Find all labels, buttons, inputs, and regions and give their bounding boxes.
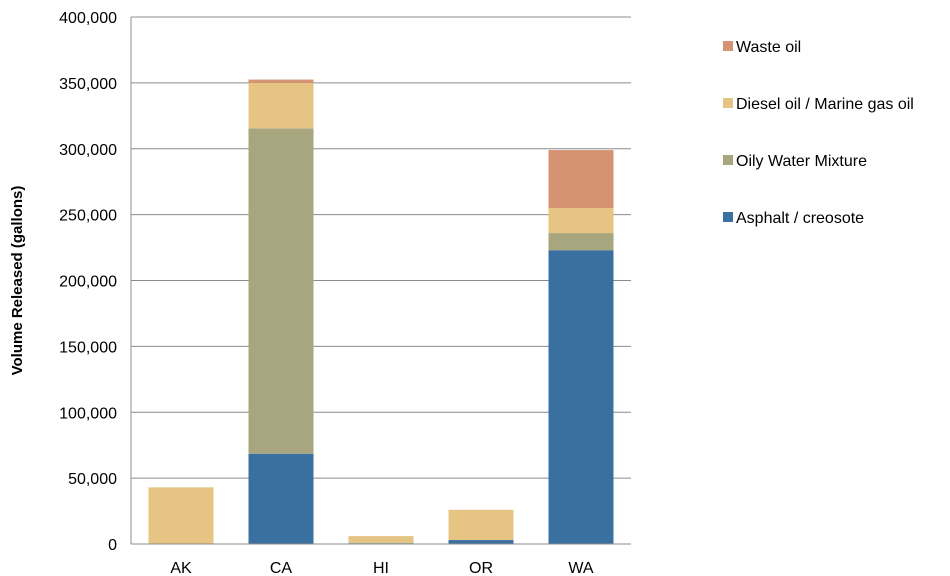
bar-segment bbox=[248, 79, 314, 83]
legend-swatch bbox=[723, 212, 733, 222]
bar-segment bbox=[248, 453, 314, 544]
x-tick-label: AK bbox=[170, 560, 192, 576]
y-tick-label: 50,000 bbox=[68, 471, 117, 488]
legend: Waste oil Diesel oil / Marine gas oil Oily… bbox=[723, 39, 914, 227]
y-tick-label: 400,000 bbox=[59, 10, 117, 27]
bar-segment bbox=[248, 128, 314, 454]
y-tick-label: 0 bbox=[108, 537, 117, 554]
legend-swatch bbox=[723, 41, 733, 51]
legend-label: Diesel oil / Marine gas oil bbox=[736, 96, 914, 113]
gridlines bbox=[131, 16, 631, 479]
legend-label: Asphalt / creosote bbox=[736, 210, 864, 227]
legend-label: Waste oil bbox=[736, 39, 801, 56]
bar-segment bbox=[448, 509, 514, 541]
x-axis-tick-labels: AK CA HI OR WA bbox=[170, 560, 594, 576]
y-tick-label: 150,000 bbox=[59, 339, 117, 356]
bar-segment bbox=[348, 536, 414, 543]
bar-segment bbox=[348, 542, 414, 544]
y-tick-label: 200,000 bbox=[59, 274, 117, 291]
y-tick-label: 100,000 bbox=[59, 405, 117, 422]
x-tick-label: OR bbox=[469, 560, 493, 576]
x-tick-label: CA bbox=[270, 560, 293, 576]
y-tick-label: 350,000 bbox=[59, 76, 117, 93]
bar-segment bbox=[148, 487, 214, 544]
bar-segment bbox=[448, 540, 514, 544]
x-tick-label: WA bbox=[568, 560, 594, 576]
x-tick-label: HI bbox=[373, 560, 389, 576]
bar-segment bbox=[248, 82, 314, 129]
bar-segment bbox=[548, 150, 614, 209]
y-tick-label: 250,000 bbox=[59, 208, 117, 225]
bar-segment bbox=[548, 250, 614, 544]
legend-label: Oily Water Mixture bbox=[736, 153, 867, 170]
bar-segment bbox=[548, 233, 614, 251]
y-axis-tick-labels: 0 50,000 100,000 150,000 200,000 250,000 300,0… bbox=[59, 10, 117, 554]
legend-swatch bbox=[723, 155, 733, 165]
bars bbox=[148, 79, 614, 544]
y-axis-label: Volume Released (gallons) bbox=[9, 186, 26, 376]
y-tick-label: 300,000 bbox=[59, 142, 117, 159]
legend-swatch bbox=[723, 98, 733, 108]
bar-segment bbox=[548, 208, 614, 234]
